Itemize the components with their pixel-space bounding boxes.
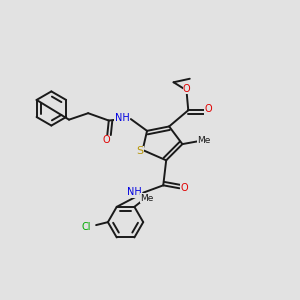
Text: NH: NH [115, 112, 129, 123]
Text: O: O [204, 104, 212, 114]
Text: NH: NH [127, 187, 142, 197]
Text: Me: Me [140, 194, 153, 202]
Text: Me: Me [197, 136, 211, 145]
Text: O: O [181, 183, 189, 193]
Text: S: S [137, 146, 144, 157]
Text: O: O [102, 135, 110, 145]
Text: Cl: Cl [81, 222, 91, 232]
Text: O: O [183, 84, 190, 94]
